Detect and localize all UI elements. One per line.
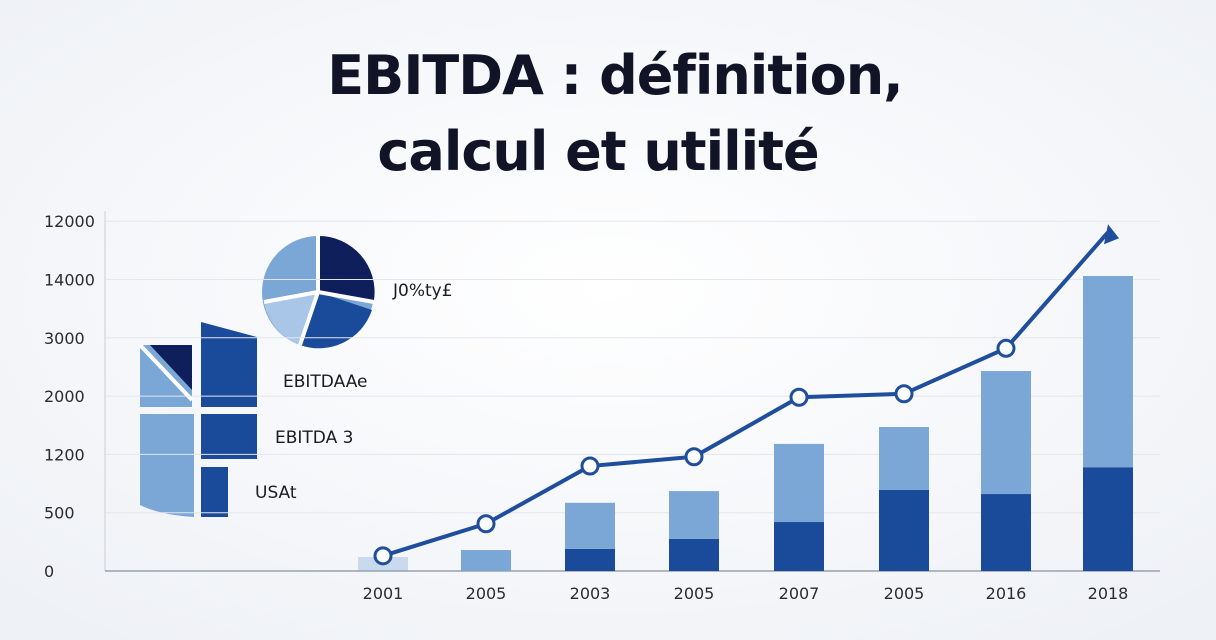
- line-point: [789, 387, 809, 407]
- line-arrow: [1104, 224, 1119, 245]
- bar-lower: [669, 538, 719, 571]
- x-tick-label: 2003: [570, 584, 611, 603]
- bar-lower: [774, 522, 824, 571]
- bar-upper: [879, 426, 929, 490]
- legend-label: USAt: [255, 483, 297, 503]
- y-tick-label: 12000: [44, 212, 95, 231]
- y-tick-label: 3000: [44, 329, 85, 348]
- y-tick-label: 2000: [44, 387, 85, 406]
- x-tick-label: 2005: [884, 584, 925, 603]
- pie-icon: [262, 235, 375, 349]
- legend-label: EBITDAAe: [283, 372, 368, 392]
- legend-icon: [138, 322, 257, 517]
- bar-lower: [981, 494, 1031, 571]
- x-tick-label: 2001: [363, 584, 404, 603]
- line-point: [580, 456, 600, 476]
- x-tick-label: 2018: [1088, 584, 1129, 603]
- title-line: EBITDA : définition,: [327, 44, 902, 107]
- line-point: [373, 546, 393, 566]
- bar-lower: [879, 489, 929, 571]
- x-tick-label: 2016: [986, 584, 1027, 603]
- line-point: [996, 338, 1016, 358]
- trend-line: [382, 230, 1110, 558]
- bar-upper: [1083, 276, 1133, 468]
- y-tick-label: 14000: [44, 271, 95, 290]
- bar-upper: [669, 491, 719, 539]
- bar-upper: [981, 371, 1031, 495]
- title-line: calcul et utilité: [377, 120, 818, 183]
- y-tick-label: 1200: [44, 445, 85, 464]
- line-point: [684, 447, 704, 467]
- bar-lower: [1083, 467, 1133, 571]
- x-tick-label: 2005: [466, 584, 507, 603]
- line-point: [476, 514, 496, 534]
- legend-label: J0%ty£: [392, 281, 453, 301]
- plot: 0 500 1200 2000 3000 14000 12000 2001 2005 2003 20…: [44, 211, 1160, 603]
- bar-lower: [565, 548, 615, 571]
- x-tick-label: 2005: [674, 584, 715, 603]
- bar-upper: [565, 502, 615, 549]
- y-tick-label: 500: [44, 504, 75, 523]
- legend-label: EBITDA 3: [275, 428, 353, 448]
- y-tick-label: 0: [44, 562, 54, 581]
- bar-upper: [774, 443, 824, 523]
- line-point: [894, 384, 914, 404]
- bar-upper: [461, 550, 511, 571]
- x-tick-label: 2007: [779, 584, 820, 603]
